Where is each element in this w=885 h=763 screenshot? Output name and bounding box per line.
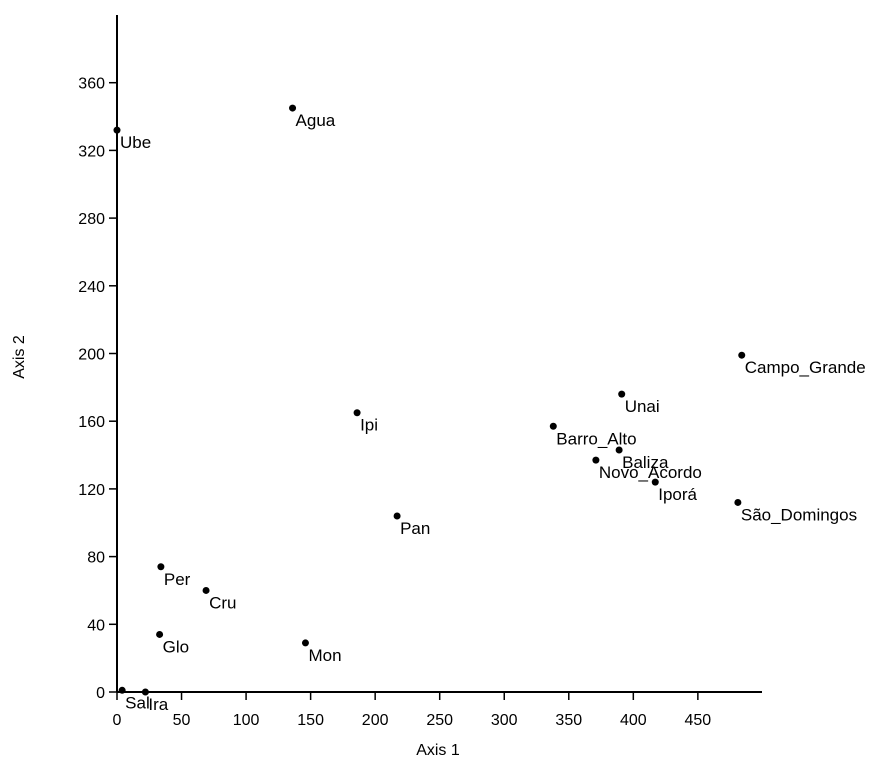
- y-tick-label: 280: [78, 211, 105, 228]
- x-tick-label: 450: [685, 712, 712, 729]
- point-label: Baliza: [622, 453, 669, 472]
- point-label: Ipi: [360, 416, 378, 435]
- y-tick-label: 40: [87, 617, 105, 634]
- y-tick-label: 320: [78, 143, 105, 160]
- x-tick-label: 0: [113, 712, 122, 729]
- y-tick-label: 80: [87, 550, 105, 567]
- y-tick-label: 120: [78, 482, 105, 499]
- point-label: Sal: [125, 693, 150, 712]
- data-point: [118, 686, 126, 694]
- y-tick-label: 0: [96, 685, 105, 702]
- point-label: Barro_Alto: [556, 429, 636, 448]
- data-point: [353, 409, 361, 417]
- point-label: Cru: [209, 593, 236, 612]
- x-tick-label: 200: [362, 712, 389, 729]
- point-label: Ira: [148, 695, 168, 714]
- data-point: [618, 390, 626, 398]
- x-tick-label: 400: [620, 712, 647, 729]
- data-point: [615, 446, 623, 454]
- data-point: [141, 688, 149, 696]
- point-label: Unai: [625, 397, 660, 416]
- x-tick-label: 50: [173, 712, 191, 729]
- y-tick-label: 160: [78, 414, 105, 431]
- x-tick-label: 250: [426, 712, 453, 729]
- data-point: [156, 630, 164, 638]
- data-point: [734, 498, 742, 506]
- point-label: Pan: [400, 519, 430, 538]
- data-point: [301, 639, 309, 647]
- x-axis-title: Axis 1: [416, 742, 460, 759]
- data-point: [651, 478, 659, 486]
- point-label: Novo_Acordo: [599, 463, 702, 482]
- point-label: Glo: [163, 637, 189, 656]
- data-point: [157, 563, 165, 571]
- point-label: Agua: [296, 111, 336, 130]
- point-label: Mon: [308, 646, 341, 665]
- data-point: [113, 126, 121, 134]
- x-axis: 0 50 100 150 200 250 300 350 400 450: [113, 691, 762, 729]
- data-point: [289, 104, 297, 112]
- data-point: [202, 586, 210, 594]
- y-tick-label: 200: [78, 347, 105, 364]
- x-tick-label: 100: [233, 712, 260, 729]
- point-label: Per: [164, 570, 191, 589]
- y-tick-label: 240: [78, 279, 105, 296]
- point-label: Campo_Grande: [745, 358, 866, 377]
- data-point: [393, 512, 401, 520]
- point-label: Iporá: [658, 485, 697, 504]
- point-label: São_Domingos: [741, 505, 857, 524]
- x-tick-label: 150: [297, 712, 324, 729]
- y-tick-label: 360: [78, 76, 105, 93]
- x-tick-label: 300: [491, 712, 518, 729]
- x-tick-label: 350: [555, 712, 582, 729]
- y-axis-title: Axis 2: [11, 335, 28, 379]
- data-point: [549, 422, 557, 430]
- y-axis: 0 40 80 120 160 200 240 280 320 360: [78, 15, 118, 702]
- point-label: Ube: [120, 133, 151, 152]
- data-point: [592, 456, 600, 464]
- data-point: [738, 351, 746, 359]
